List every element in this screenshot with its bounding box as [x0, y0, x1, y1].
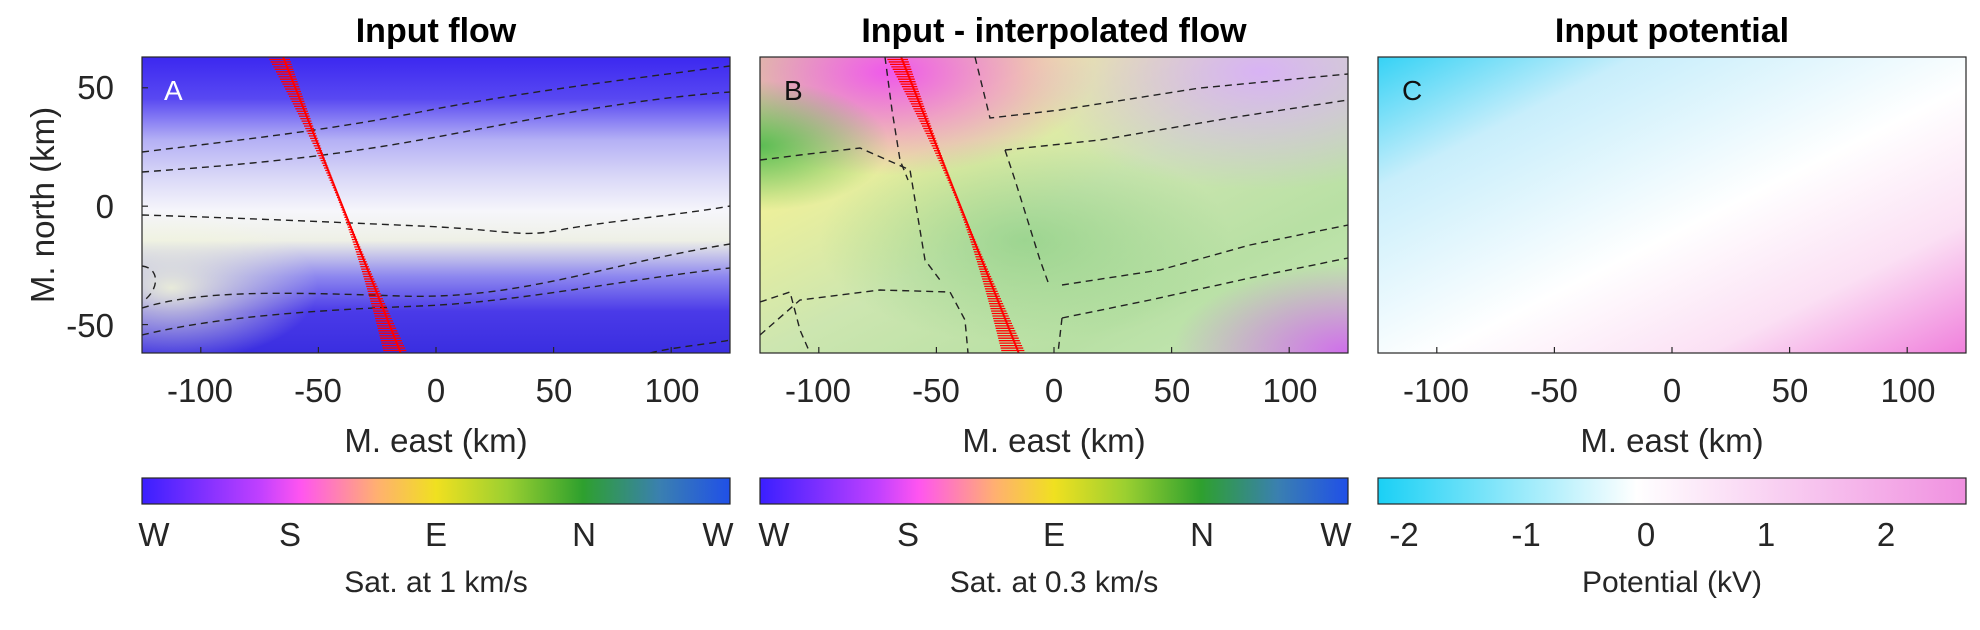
- panel-a-contour-6: [142, 265, 157, 303]
- panel-c-heatmap: [1378, 57, 1966, 353]
- panel-a-contour-5: [142, 267, 730, 336]
- panel-b-contour-3: [974, 57, 1348, 119]
- panel-b-cbar-tick: W: [1320, 516, 1352, 553]
- panel-a-cbar-tick: E: [425, 516, 447, 553]
- panel-a-ylabel: M. north (km): [24, 107, 61, 303]
- panel-b-contours: [760, 57, 1348, 353]
- panel-b-cbar-tick: E: [1043, 516, 1065, 553]
- panel-b-xlabel: M. east (km): [962, 422, 1145, 459]
- panel-b-contour-7: [760, 289, 969, 353]
- panel-a-colorbar-ticks: W S E N W: [138, 516, 734, 553]
- panel-c-cbar-tick: -2: [1389, 516, 1418, 553]
- panel-b-cbar-tick: N: [1190, 516, 1214, 553]
- panel-a-cbar-tick: W: [702, 516, 734, 553]
- panel-a-label: A: [164, 75, 183, 106]
- panel-a-contour-3: [142, 205, 730, 235]
- panel-c-xtick-label: 100: [1880, 372, 1935, 409]
- panel-a-colorbar: [141, 477, 731, 505]
- panel-b-xtick-label: 50: [1154, 372, 1191, 409]
- panel-c-xtick-label: -50: [1530, 372, 1578, 409]
- panel-c-xticks: -100 -50 0 50 100: [1403, 372, 1936, 409]
- panel-b-cbar-tick: S: [897, 516, 919, 553]
- panel-b-track-line: [900, 57, 1020, 353]
- panel-c-label: C: [1402, 75, 1422, 106]
- panel-b-xtick-label: 0: [1045, 372, 1063, 409]
- panel-b-xtick-label: -50: [912, 372, 960, 409]
- panel-c-xtick-label: 50: [1772, 372, 1809, 409]
- panel-a-xtick-label: -100: [167, 372, 233, 409]
- panel-a-heatmap-overlay: [142, 57, 730, 353]
- panel-c-colorbar: [1377, 477, 1967, 505]
- panel-c-cbar-tick: 2: [1877, 516, 1895, 553]
- panel-b-title: Input - interpolated flow: [861, 12, 1247, 50]
- panel-a-ytick-label: 50: [77, 69, 114, 106]
- panel-b-colorbar-label: Sat. at 0.3 km/s: [950, 566, 1158, 599]
- panel-b-contour-5: [1004, 99, 1348, 151]
- panel-b-contour-8: [1061, 257, 1348, 319]
- panel-a-cbar-tick: W: [138, 516, 170, 553]
- panel-b-label: B: [784, 75, 803, 106]
- panel-b-colorbar: [759, 477, 1349, 505]
- panel-a-xtick-label: 50: [536, 372, 573, 409]
- panel-a-xticks: -100 -50 0 50 100: [167, 372, 700, 409]
- panel-b-xticks: -100 -50 0 50 100: [785, 372, 1318, 409]
- panel-c-xtick-label: 0: [1663, 372, 1681, 409]
- panel-c-xlabel: M. east (km): [1580, 422, 1763, 459]
- panel-a-cbar-tick: S: [279, 516, 301, 553]
- panel-b-xtick-label: -100: [785, 372, 851, 409]
- panel-a-contour-7: [649, 339, 730, 353]
- panel-b-contour-9: [1057, 317, 1063, 353]
- panel-a-title: Input flow: [356, 12, 517, 50]
- panel-a-satellite-track: [268, 57, 408, 353]
- panel-a-xlabel: M. east (km): [344, 422, 527, 459]
- panel-c-colorbar-ticks: -2 -1 0 1 2: [1389, 516, 1895, 553]
- panel-b-xtick-label: 100: [1262, 372, 1317, 409]
- panel-a-xtick-label: -50: [294, 372, 342, 409]
- panel-b: B Input - interpolated flow -100 -50 0 5…: [758, 12, 1352, 599]
- panel-b-heatmap-overlay-5: [760, 57, 1348, 353]
- panel-b-contour-10: [760, 291, 811, 353]
- panel-c-cbar-tick: 0: [1637, 516, 1655, 553]
- panel-c: C Input potential -100 -50 0 50 100 M. e…: [1377, 12, 1967, 599]
- panel-b-cbar-tick: W: [758, 516, 790, 553]
- panel-c-xtick-label: -100: [1403, 372, 1469, 409]
- panel-a-cbar-tick: N: [572, 516, 596, 553]
- panel-a-contours: [142, 65, 730, 353]
- panel-c-cbar-tick: -1: [1511, 516, 1540, 553]
- panel-a-ytick-label: 0: [96, 188, 114, 225]
- panel-a-track-line: [282, 57, 402, 353]
- panel-c-colorbar-label: Potential (kV): [1582, 566, 1762, 599]
- panel-b-satellite-track: [886, 57, 1026, 353]
- panel-a-xtick-label: 0: [427, 372, 445, 409]
- panel-a-contour-1: [142, 65, 730, 153]
- panel-a-contour-2: [142, 91, 730, 173]
- panel-a: A Input flow 50 0 -50 M. north (km) -100…: [24, 12, 734, 599]
- panel-a-colorbar-label: Sat. at 1 km/s: [344, 566, 527, 599]
- panel-b-contour-6: [1061, 224, 1348, 286]
- panel-c-title: Input potential: [1555, 12, 1789, 50]
- panel-b-colorbar-ticks: W S E N W: [758, 516, 1352, 553]
- panel-a-ytick-label: -50: [66, 307, 114, 344]
- panel-c-cbar-tick: 1: [1757, 516, 1775, 553]
- panel-b-contour-1: [884, 57, 909, 181]
- panel-a-yticks: 50 0 -50: [66, 69, 114, 344]
- panel-a-xtick-label: 100: [644, 372, 699, 409]
- panel-b-contour-4: [1004, 149, 1049, 283]
